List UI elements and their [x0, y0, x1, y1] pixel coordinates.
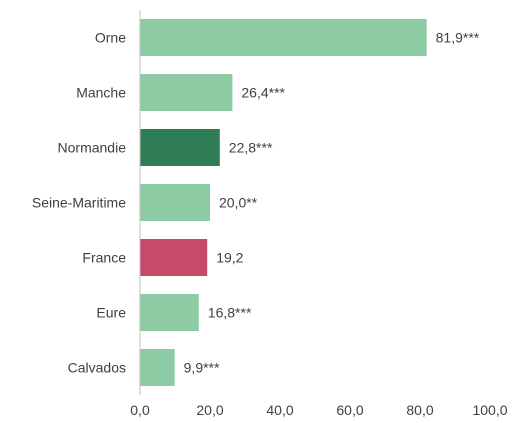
- category-label: Eure: [96, 305, 126, 321]
- category-label: Calvados: [68, 360, 126, 376]
- bar-eure: [140, 294, 199, 331]
- bar-normandie: [140, 129, 220, 166]
- category-label: Normandie: [58, 140, 127, 156]
- bars-group: [140, 19, 427, 386]
- bar-calvados: [140, 349, 175, 386]
- category-label: Manche: [76, 85, 126, 101]
- x-axis-ticks: 0,0 20,0 40,0 60,0 80,0 100,0: [130, 402, 507, 418]
- category-label: France: [82, 250, 126, 266]
- data-label: 16,8***: [208, 305, 252, 321]
- x-tick-label: 40,0: [266, 402, 293, 418]
- bar-manche: [140, 74, 233, 111]
- data-label: 19,2: [216, 250, 243, 266]
- data-label: 20,0**: [219, 195, 258, 211]
- bar-orne: [140, 19, 427, 56]
- x-tick-label: 20,0: [196, 402, 223, 418]
- x-tick-label: 80,0: [406, 402, 433, 418]
- category-label: Orne: [95, 30, 126, 46]
- data-label: 9,9***: [184, 360, 220, 376]
- category-label: Seine-Maritime: [32, 195, 126, 211]
- data-label: 22,8***: [229, 140, 273, 156]
- x-tick-label: 60,0: [336, 402, 363, 418]
- data-labels: 81,9*** 26,4*** 22,8*** 20,0** 19,2 16,8*** 9,…: [184, 30, 480, 376]
- x-tick-label: 0,0: [130, 402, 150, 418]
- bar-seine-maritime: [140, 184, 210, 221]
- data-label: 26,4***: [241, 85, 285, 101]
- x-tick-label: 100,0: [472, 402, 507, 418]
- data-label: 81,9***: [436, 30, 480, 46]
- category-labels: Orne Manche Normandie Seine-Maritime France E…: [32, 30, 126, 376]
- bar-france: [140, 239, 208, 276]
